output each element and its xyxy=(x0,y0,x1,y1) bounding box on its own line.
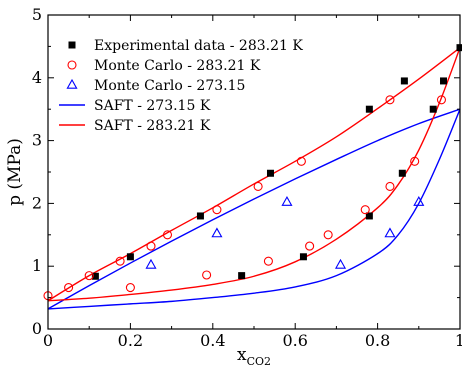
x-axis-label-main: x xyxy=(237,345,247,365)
series-2-point-0 xyxy=(145,258,157,269)
series-2-point-2 xyxy=(281,196,293,206)
y-tick-label-4: 4 xyxy=(32,68,42,87)
series-0-point-8 xyxy=(299,253,307,261)
series-4-line-branch-0 xyxy=(47,47,461,302)
plot-frame xyxy=(47,14,461,330)
series-2-point-4 xyxy=(384,227,396,238)
series-1-point-4 xyxy=(146,241,156,251)
legend-label-4: SAFT - 283.21 K xyxy=(94,118,211,134)
series-2-point-3 xyxy=(334,258,347,269)
series-0-point-4 xyxy=(365,105,373,113)
series-0-point-11 xyxy=(429,105,437,113)
series-1-point-17 xyxy=(385,181,395,191)
series-1-point-8 xyxy=(296,156,306,166)
series-1-point-6 xyxy=(212,205,222,215)
x-axis-label: xCO2 xyxy=(237,345,271,368)
series-2-point-1 xyxy=(211,227,223,238)
y-tick-label-1: 1 xyxy=(32,256,42,275)
series-0-point-1 xyxy=(126,253,134,261)
series-1-point-7 xyxy=(253,181,263,191)
x-tick-label-0: 0 xyxy=(43,331,53,350)
legend: Experimental data - 283.21 K Monte Carlo … xyxy=(59,38,303,134)
series-1-point-1 xyxy=(64,283,74,293)
series-0-point-10 xyxy=(398,169,406,177)
series-1-point-14 xyxy=(305,241,315,251)
series-1-point-11 xyxy=(125,283,135,293)
series-0-point-5 xyxy=(400,77,408,85)
legend-swatch-1 xyxy=(67,60,77,70)
series-1-point-12 xyxy=(202,270,212,280)
series-3-line-branch-0 xyxy=(47,108,461,310)
x-tick-label-1: 0.2 xyxy=(118,331,143,350)
legend-label-0: Experimental data - 283.21 K xyxy=(94,38,303,54)
y-tick-label-0: 0 xyxy=(32,319,42,338)
x-tick-label-2: 0.4 xyxy=(200,331,225,350)
series-0-point-7 xyxy=(238,272,246,280)
axis-ticks: 0 0.2 0.4 0.6 0.8 1 0 1 2 3 4 5 xyxy=(32,5,462,350)
series-1-point-5 xyxy=(162,230,173,240)
legend-label-1: Monte Carlo - 283.21 K xyxy=(94,58,261,74)
series-0-point-12 xyxy=(440,77,448,85)
series-0-point-9 xyxy=(365,212,373,220)
x-tick-label-4: 0.8 xyxy=(365,331,390,350)
series-1-point-13 xyxy=(263,256,273,266)
series-1-point-10 xyxy=(436,95,447,105)
x-tick-label-3: 0.6 xyxy=(282,331,307,350)
legend-swatch-0 xyxy=(68,41,76,49)
series-4-line-branch-1 xyxy=(47,47,461,302)
series-1-point-15 xyxy=(323,230,333,240)
legend-swatch-2 xyxy=(66,78,78,89)
x-tick-label-5: 1 xyxy=(455,331,462,350)
series-1-point-16 xyxy=(360,205,370,215)
series-1-point-18 xyxy=(410,156,420,166)
series-0-point-2 xyxy=(196,212,204,220)
series-2-point-5 xyxy=(413,196,425,206)
y-tick-label-2: 2 xyxy=(32,193,42,212)
series-0-point-3 xyxy=(266,169,274,177)
series-1-point-9 xyxy=(385,95,395,105)
x-axis-label-subscript: CO2 xyxy=(247,355,271,368)
series-3-line-branch-1 xyxy=(47,108,461,310)
series-1-point-2 xyxy=(84,271,94,281)
series-0-point-6 xyxy=(456,44,462,52)
series-0-point-0 xyxy=(91,272,99,280)
y-axis-label: p (MPa) xyxy=(5,138,25,206)
legend-label-2: Monte Carlo - 273.15 xyxy=(94,78,245,94)
legend-label-3: SAFT - 273.15 K xyxy=(94,98,211,114)
y-tick-label-5: 5 xyxy=(32,5,42,24)
series-1-point-3 xyxy=(115,256,125,266)
y-tick-label-3: 3 xyxy=(32,131,42,150)
plot-marks xyxy=(43,44,462,310)
